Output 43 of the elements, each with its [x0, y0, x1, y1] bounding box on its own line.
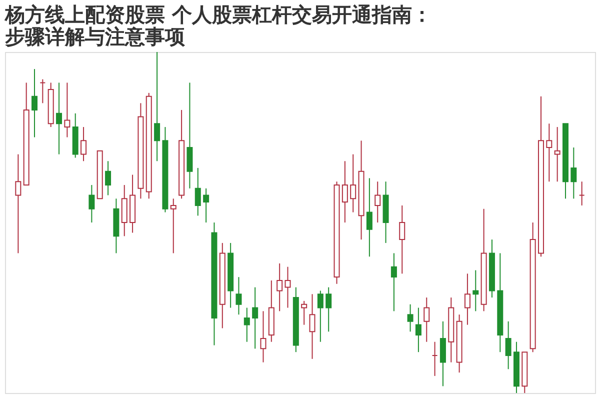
- candlestick: [546, 123, 552, 182]
- candlestick: [80, 126, 87, 162]
- candlestick: [464, 273, 470, 326]
- candlestick: [236, 276, 242, 316]
- candlestick: [56, 82, 62, 155]
- candlestick: [105, 160, 112, 196]
- candlestick: [424, 297, 430, 342]
- candlestick: [170, 198, 176, 254]
- candlestick: [432, 341, 438, 376]
- candlestick: [154, 52, 160, 162]
- candlestick: [554, 126, 560, 182]
- candlestick: [284, 266, 291, 308]
- candlestick: [399, 204, 406, 274]
- candlestick: [15, 154, 22, 254]
- candlestick: [64, 82, 70, 138]
- candlestick: [326, 286, 332, 332]
- chart-title: 杨方线上配资股票 个人股票杠杆交易开通指南：步骤详解与注意事项: [4, 2, 432, 48]
- candlestick: [88, 184, 95, 223]
- candlestick: [505, 320, 512, 370]
- candlestick: [472, 270, 479, 312]
- candlestick: [32, 68, 38, 138]
- candlestick: [121, 184, 128, 237]
- candlestick: [440, 320, 446, 387]
- candlestick: [40, 78, 46, 104]
- candlestick: [342, 160, 348, 223]
- candlestick: [407, 304, 414, 332]
- candlestick: [415, 307, 422, 353]
- candlestick: [301, 300, 308, 326]
- candlestick: [186, 82, 193, 189]
- candlestick: [309, 294, 316, 360]
- candlestick: [203, 188, 210, 223]
- candlestick: [374, 181, 381, 223]
- candlestick: [366, 178, 372, 258]
- candlestick: [570, 146, 577, 200]
- candlestick: [194, 167, 201, 216]
- candlestick: [390, 252, 397, 312]
- candlestick: [350, 154, 356, 213]
- candlestick: [260, 310, 266, 363]
- candlestick: [578, 181, 585, 206]
- candlestick: [276, 262, 283, 312]
- candlestick: [244, 307, 250, 342]
- candlestick: [317, 290, 324, 342]
- candlestick: [252, 286, 258, 350]
